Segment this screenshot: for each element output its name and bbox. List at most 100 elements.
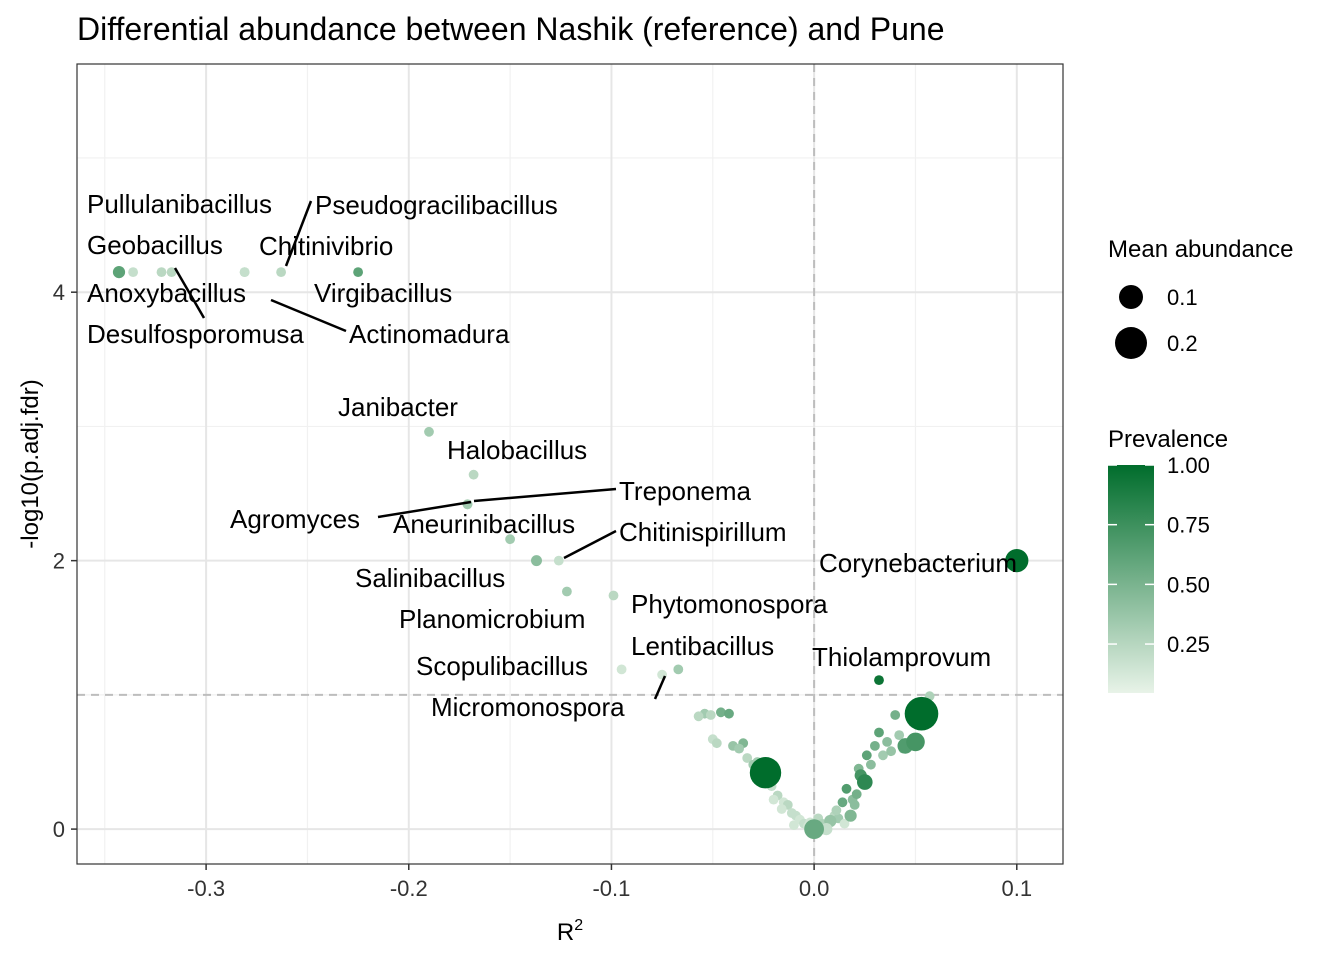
label-connector [270,298,347,333]
point-label: Treponema [619,476,752,506]
point-label: Corynebacterium [819,548,1017,578]
data-point [890,710,901,720]
data-point-labeled [468,469,479,480]
data-point-labeled [562,586,572,597]
point-label: Thiolamprovum [812,642,991,672]
point-label: Janibacter [338,392,458,422]
data-point [839,818,850,829]
y-tick-label: 2 [53,549,65,574]
data-point [705,710,716,720]
point-label: Virgibacillus [314,278,452,308]
point-label: Planomicrobium [399,604,585,634]
point-label: Actinomadura [349,319,510,349]
data-point-labeled [424,426,434,437]
size-legend-title: Mean abundance [1108,236,1293,263]
data-point [882,737,892,747]
colorbar-tick-label: 0.75 [1167,513,1210,538]
point-label: Geobacillus [87,230,223,260]
data-point [904,696,939,731]
data-point-labeled [673,664,684,675]
size-legend-label-1: 0.2 [1167,331,1198,356]
data-point-labeled [156,267,167,277]
label-connector [563,529,617,560]
data-point-labeled [505,534,515,545]
data-point [851,789,862,800]
color-legend-ticks: 1.00 0.75 0.50 0.25 [1108,453,1210,657]
data-point-labeled [874,675,884,685]
data-point [844,809,857,822]
data-point [831,805,842,816]
grid-lines [77,64,1063,864]
data-point [716,707,726,718]
data-point [768,794,779,805]
data-point [849,800,860,810]
data-point [870,741,880,751]
data-point [734,743,744,754]
label-connector [284,200,313,267]
data-point-labeled [657,669,667,680]
data-point [861,750,872,761]
data-point [789,820,799,830]
point-label: Salinibacillus [355,563,505,593]
data-point [866,759,876,770]
data-point-labeled [616,664,627,675]
data-point [742,753,753,763]
plot-panel-border [76,63,1064,865]
data-point [886,746,896,757]
data-point-labeled [353,267,363,277]
data-point [841,783,852,794]
data-point [874,727,884,738]
x-tick-label: -0.1 [592,876,630,901]
data-point [857,774,873,790]
colorbar-tick-label: 1.00 [1167,453,1210,478]
color-legend-bar [1108,465,1154,693]
data-point [749,757,782,789]
x-tick-label: -0.2 [390,876,428,901]
point-label: Agromyces [230,504,360,534]
x-tick-label: 0.0 [799,876,830,901]
size-legend-key-1 [1115,327,1147,359]
color-legend: Prevalence 1.00 0.75 0.50 0.25 [1108,426,1228,693]
label-connector [377,500,472,519]
data-point [776,804,787,814]
data-point [804,819,824,839]
chart-title: Differential abundance between Nashik (r… [77,11,945,47]
point-label: Aneurinibacillus [393,509,575,539]
point-label: Halobacillus [447,435,587,465]
reference-lines [77,64,1063,864]
x-axis-title-main: R [557,919,574,946]
data-point-labeled [112,266,126,279]
x-axis-title-superscript: 2 [574,917,583,934]
point-label: Lentibacillus [631,631,774,661]
data-point-labeled [276,267,286,277]
data-point [894,730,905,740]
data-point [724,708,734,719]
size-legend-key-0 [1119,285,1143,309]
size-legend-label-0: 0.1 [1167,285,1198,310]
color-legend-title: Prevalence [1108,426,1228,453]
y-tick-label: 4 [53,280,65,305]
data-point [837,797,848,808]
label-connector [173,267,206,319]
point-label: Micromonospora [431,692,625,722]
y-axis-title: -log10(p.adj.fdr) [17,379,44,548]
point-label: Pseudogracilibacillus [315,190,558,220]
point-label: Scopulibacillus [416,651,588,681]
colorbar-tick-label: 0.50 [1167,572,1210,597]
data-point [878,750,888,761]
data-point-labeled [166,267,177,277]
data-point-labeled [553,555,564,566]
label-connector [653,675,667,700]
axis-ticks: -0.3 -0.2 -0.1 0.0 0.1 0 2 4 [53,280,1032,901]
point-label: Pullulanibacillus [87,189,272,219]
point-label: Anoxybacillus [87,278,246,308]
colorbar-tick-label: 0.25 [1167,632,1210,657]
data-point-labeled [608,590,619,601]
point-label: Phytomonospora [631,589,828,619]
data-point [711,738,722,749]
point-label: Desulfosporomusa [87,319,304,349]
data-point-labeled [1005,549,1029,573]
x-tick-label: -0.3 [187,876,225,901]
label-connector [473,487,617,503]
